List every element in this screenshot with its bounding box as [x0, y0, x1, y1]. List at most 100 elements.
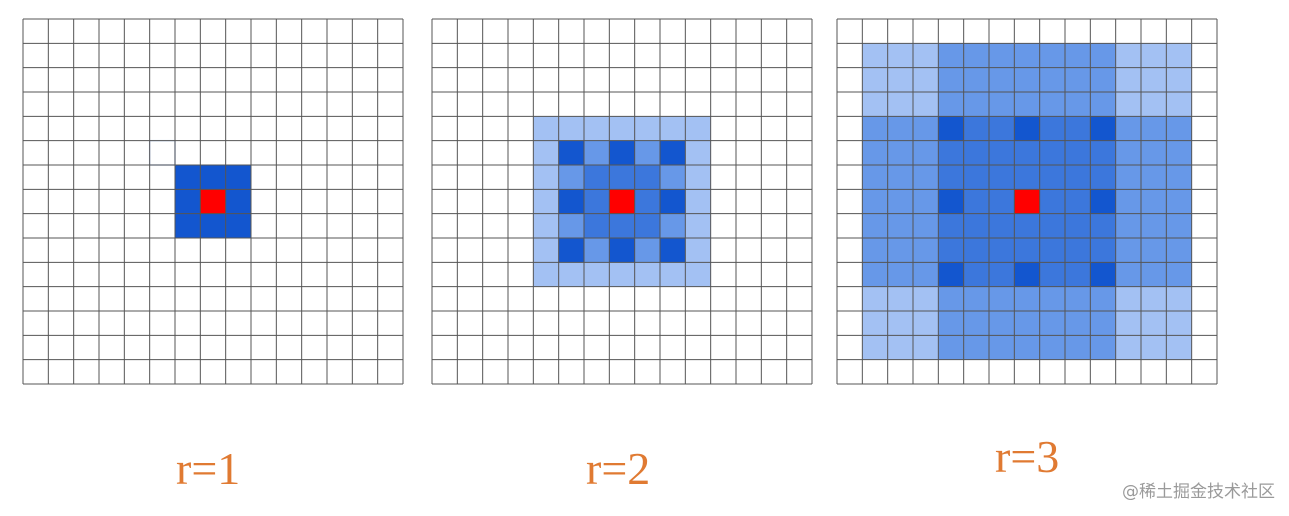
receptive-field-cell [685, 238, 711, 263]
receptive-field-cell [1090, 165, 1116, 190]
receptive-field-cell [913, 43, 939, 68]
receptive-field-cell [862, 238, 888, 263]
receptive-field-cell [1014, 67, 1040, 92]
receptive-field-cell [1014, 286, 1040, 311]
grid-r1-svg [22, 18, 404, 385]
receptive-field-cell [1115, 116, 1141, 141]
receptive-field-cell [1115, 262, 1141, 287]
receptive-field-cell [1065, 262, 1091, 287]
kernel-sample-cell [558, 140, 584, 165]
receptive-field-cell [1141, 213, 1167, 238]
receptive-field-cell [634, 165, 660, 190]
receptive-field-cell [989, 213, 1015, 238]
kernel-sample-cell [1014, 116, 1040, 141]
watermark-text: @稀土掘金技术社区 [1122, 482, 1275, 502]
receptive-field-cell [584, 189, 610, 214]
receptive-field-cell [1115, 311, 1141, 336]
receptive-field-cell [1039, 311, 1065, 336]
receptive-field-cell [913, 165, 939, 190]
receptive-field-cell [862, 67, 888, 92]
receptive-field-cell [634, 189, 660, 214]
receptive-field-cell [963, 238, 989, 263]
kernel-sample-cell [1090, 116, 1116, 141]
kernel-sample-cell [609, 140, 635, 165]
receptive-field-cell [963, 213, 989, 238]
receptive-field-cell [1014, 311, 1040, 336]
receptive-field-cell [989, 286, 1015, 311]
receptive-field-cell [1141, 165, 1167, 190]
receptive-field-cell [1166, 165, 1192, 190]
receptive-field-cell [1039, 238, 1065, 263]
grid-r3-svg [836, 18, 1218, 385]
receptive-field-cell [963, 92, 989, 117]
kernel-sample-cell [660, 140, 686, 165]
receptive-field-cell [1166, 67, 1192, 92]
receptive-field-cell [1014, 140, 1040, 165]
receptive-field-cell [1166, 286, 1192, 311]
label-r3: r=3 [995, 431, 1060, 482]
receptive-field-cell [1141, 92, 1167, 117]
grid-lines [22, 18, 404, 385]
receptive-field-cell [558, 165, 584, 190]
receptive-field-cell [1014, 165, 1040, 190]
receptive-field-cell [1166, 262, 1192, 287]
center-cell [200, 189, 226, 214]
receptive-field-cell [1141, 67, 1167, 92]
receptive-field-cell [862, 43, 888, 68]
receptive-field-cell [1090, 213, 1116, 238]
receptive-field-cell [1166, 238, 1192, 263]
receptive-field-cell [1065, 116, 1091, 141]
receptive-field-cell [887, 213, 913, 238]
receptive-field-cell [1039, 116, 1065, 141]
receptive-field-cell [989, 165, 1015, 190]
receptive-field-cell [862, 286, 888, 311]
receptive-field-cell [963, 189, 989, 214]
receptive-field-cell [584, 213, 610, 238]
kernel-sample-cell [938, 116, 964, 141]
receptive-field-cell [989, 238, 1015, 263]
receptive-field-cell [584, 140, 610, 165]
kernel-sample-cell [558, 238, 584, 263]
receptive-field-cell [634, 238, 660, 263]
receptive-field-cell [1166, 43, 1192, 68]
receptive-field-cell [963, 335, 989, 360]
receptive-field-cell [887, 43, 913, 68]
receptive-field-cell [225, 165, 251, 190]
receptive-field-cell [913, 189, 939, 214]
receptive-field-cell [887, 238, 913, 263]
receptive-field-cell [533, 189, 559, 214]
receptive-field-cell [1166, 335, 1192, 360]
receptive-field-cell [989, 189, 1015, 214]
receptive-field-cell [1166, 189, 1192, 214]
receptive-field-cell [862, 140, 888, 165]
receptive-field-cell [938, 67, 964, 92]
receptive-field-cell [634, 116, 660, 141]
receptive-field-cell [1090, 92, 1116, 117]
receptive-field-cell [989, 140, 1015, 165]
kernel-sample-cell [1090, 189, 1116, 214]
receptive-field-cell [1065, 140, 1091, 165]
receptive-field-cell [1115, 92, 1141, 117]
receptive-field-cell [862, 165, 888, 190]
receptive-field-cell [1166, 311, 1192, 336]
kernel-sample-cell [609, 238, 635, 263]
receptive-field-cell [533, 238, 559, 263]
receptive-field-cell [989, 262, 1015, 287]
receptive-field-cell [887, 140, 913, 165]
receptive-field-cell [1141, 140, 1167, 165]
receptive-field-cell [660, 213, 686, 238]
receptive-field-cell [887, 311, 913, 336]
receptive-field-cell [1065, 311, 1091, 336]
receptive-field-cell [200, 213, 226, 238]
receptive-field-cell [1065, 67, 1091, 92]
receptive-field-cell [887, 165, 913, 190]
receptive-field-cell [685, 165, 711, 190]
receptive-field-cell [584, 165, 610, 190]
grid-lines [431, 18, 813, 385]
receptive-field-cell [963, 286, 989, 311]
kernel-sample-cell [558, 189, 584, 214]
receptive-field-cell [1115, 213, 1141, 238]
receptive-field-cell [887, 286, 913, 311]
receptive-field-cell [1039, 213, 1065, 238]
receptive-field-cell [1065, 189, 1091, 214]
